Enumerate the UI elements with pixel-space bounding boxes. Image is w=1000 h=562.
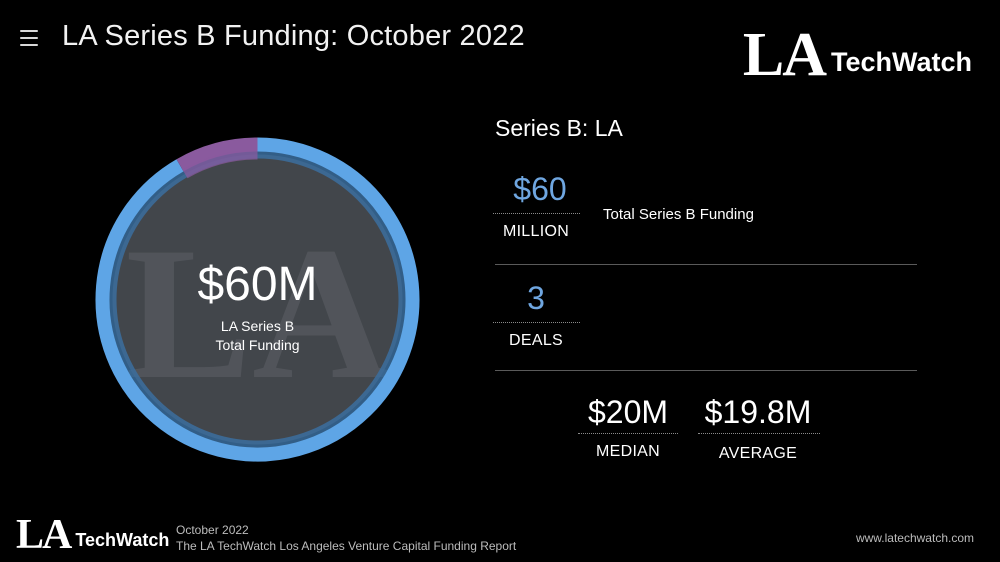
footer-report-title: The LA TechWatch Los Angeles Venture Cap… [176, 539, 517, 553]
donut-inner-circle [112, 154, 403, 445]
deals-unit: DEALS [509, 332, 563, 349]
total-funding-description: Total Series B Funding [603, 206, 754, 223]
brand-logo-footer: LA TechWatch [16, 514, 169, 556]
funding-donut-chart: LA [95, 137, 420, 462]
total-funding-unit: MILLION [502, 223, 570, 240]
total-funding-value: $60 [513, 171, 567, 207]
donut-segments [95, 137, 420, 462]
median-divider [578, 433, 678, 434]
donut-segment-1 [95, 137, 420, 462]
page-title: LA Series B Funding: October 2022 [62, 20, 525, 52]
footer-date: October 2022 [176, 523, 249, 537]
average-value: $19.8M [704, 394, 812, 430]
brand-logo-techwatch: TechWatch [830, 47, 972, 77]
median-value: $20M [587, 394, 669, 430]
divider-line [495, 264, 917, 265]
brand-logo-la: LA [742, 21, 827, 89]
donut-segment-2-inner [182, 149, 258, 179]
donut-segment-2 [176, 137, 258, 172]
brand-logo-la: LA [16, 512, 72, 558]
total-funding-divider [493, 213, 580, 214]
deals-value: 3 [527, 280, 545, 316]
median-unit: MEDIAN [595, 443, 661, 460]
average-unit: AVERAGE [718, 445, 798, 462]
donut-watermark-la: LA [126, 209, 390, 419]
section-title: Series B: LA [495, 115, 623, 141]
deals-divider [493, 322, 580, 323]
average-divider [698, 433, 820, 434]
divider-line [495, 370, 917, 371]
brand-logo-techwatch: TechWatch [75, 530, 170, 550]
brand-logo-header: LA TechWatch [743, 24, 972, 86]
footer-website-link[interactable]: www.latechwatch.com [855, 531, 974, 545]
hamburger-menu-icon[interactable] [20, 30, 38, 46]
